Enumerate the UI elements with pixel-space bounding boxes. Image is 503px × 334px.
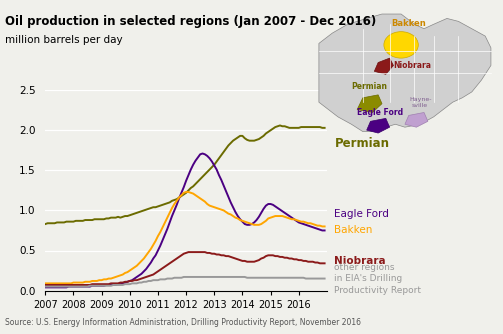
Circle shape <box>384 32 418 58</box>
Polygon shape <box>357 95 382 113</box>
Text: Niobrara: Niobrara <box>393 61 432 70</box>
Polygon shape <box>405 113 428 127</box>
Text: Permian: Permian <box>334 137 389 150</box>
Text: Niobrara: Niobrara <box>334 256 386 266</box>
Text: Eagle Ford: Eagle Ford <box>334 209 389 219</box>
Text: million barrels per day: million barrels per day <box>5 35 123 45</box>
Text: Eagle Ford: Eagle Ford <box>357 109 403 118</box>
Polygon shape <box>374 58 393 74</box>
Polygon shape <box>319 14 491 132</box>
Text: other regions
in EIA's Drilling
Productivity Report: other regions in EIA's Drilling Producti… <box>334 263 422 295</box>
Polygon shape <box>367 118 390 133</box>
Text: Bakken: Bakken <box>391 19 426 28</box>
Text: Oil production in selected regions (Jan 2007 - Dec 2016): Oil production in selected regions (Jan … <box>5 15 376 28</box>
Text: Bakken: Bakken <box>334 225 373 235</box>
Text: Hayne-
sville: Hayne- sville <box>409 97 432 108</box>
Text: Permian: Permian <box>352 82 387 91</box>
Text: Source: U.S. Energy Information Administration, Drilling Productivity Report, No: Source: U.S. Energy Information Administ… <box>5 318 361 327</box>
